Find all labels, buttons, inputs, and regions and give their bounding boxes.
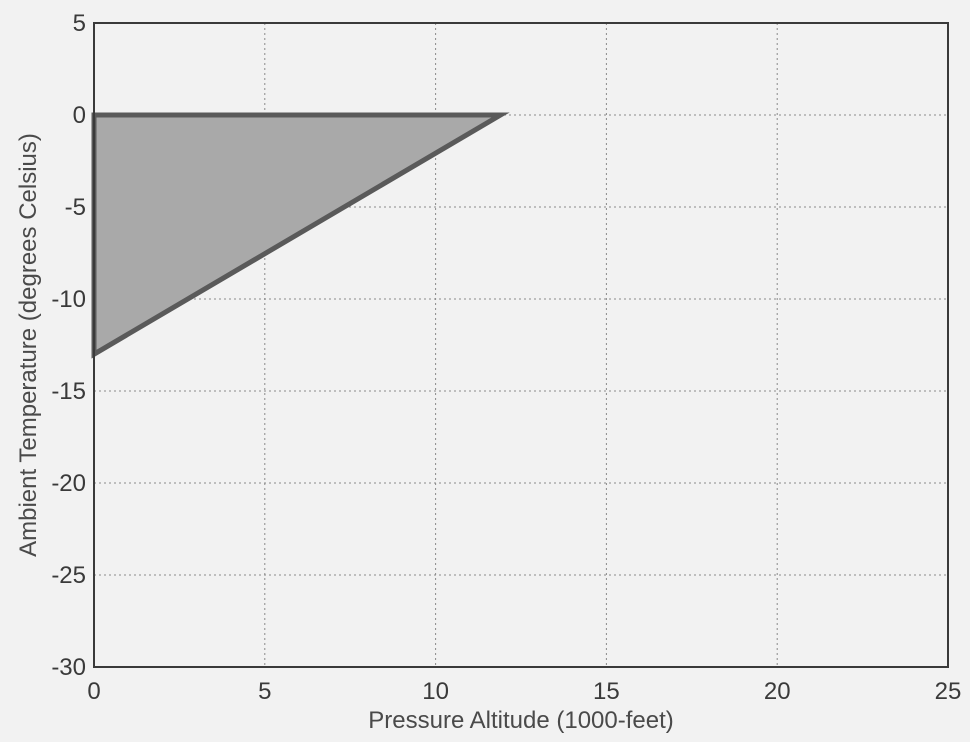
y-tick-label-0: 0	[73, 102, 86, 129]
x-axis-label: Pressure Altitude (1000-feet)	[368, 707, 674, 734]
region-layer	[91, 112, 510, 359]
y-tick-label--30: -30	[51, 654, 86, 681]
y-tick-labels: 5 0 -5 -10 -15 -20 -25 -30	[51, 10, 86, 681]
x-tick-label-5: 5	[258, 678, 271, 705]
y-axis-label: Ambient Temperature (degrees Celsius)	[15, 133, 42, 557]
x-tick-labels: 0 5 10 15 20 25	[87, 678, 961, 705]
x-tick-label-20: 20	[764, 678, 791, 705]
x-tick-label-15: 15	[593, 678, 620, 705]
y-tick-label--25: -25	[51, 562, 86, 589]
x-tick-label-25: 25	[935, 678, 962, 705]
y-tick-label-5: 5	[73, 10, 86, 37]
y-tick-label--15: -15	[51, 378, 86, 405]
x-tick-label-10: 10	[422, 678, 449, 705]
plot-frame	[93, 22, 949, 668]
grid	[94, 23, 948, 667]
y-tick-label--20: -20	[51, 470, 86, 497]
y-tick-label--5: -5	[65, 194, 86, 221]
y-tick-label--10: -10	[51, 286, 86, 313]
x-tick-label-0: 0	[87, 678, 100, 705]
shaded-region	[91, 112, 510, 359]
